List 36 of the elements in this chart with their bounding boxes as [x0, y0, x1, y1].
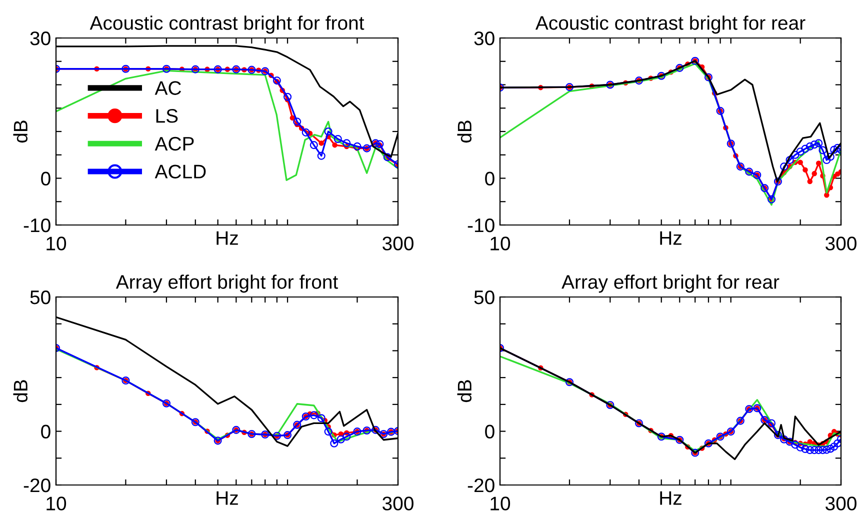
y-tick-label: 0 — [485, 172, 494, 186]
y-axis-title: dB — [457, 380, 472, 402]
y-tick-label: 0 — [41, 172, 50, 186]
y-tick-label: 50 — [474, 290, 494, 304]
legend-label: ACLD — [154, 164, 206, 178]
chart-title: Acoustic contrast bright for front — [90, 16, 364, 34]
x-tick-label: 300 — [826, 496, 856, 510]
chart-title: Acoustic contrast bright for rear — [535, 16, 806, 34]
y-tick-label: 0 — [485, 424, 494, 439]
x-axis-title: Hz — [660, 491, 682, 505]
chart-title: Array effort bright for rear — [562, 274, 780, 293]
x-axis-title: Hz — [660, 231, 682, 245]
y-tick-label: 50 — [30, 290, 50, 304]
x-axis-title: Hz — [216, 231, 238, 245]
legend-label: AC — [154, 81, 182, 95]
y-axis-title: dB — [13, 120, 28, 143]
x-tick-label: 10 — [46, 496, 66, 510]
legend-label: LS — [156, 109, 178, 123]
y-tick-label: -10 — [468, 218, 494, 232]
y-axis-title: dB — [457, 120, 472, 143]
y-tick-label: -10 — [24, 218, 50, 232]
x-tick-label: 300 — [826, 236, 856, 250]
chart-title: Array effort bright for front — [116, 274, 338, 293]
y-tick-label: -20 — [24, 478, 50, 492]
y-tick-label: 0 — [41, 424, 50, 439]
x-tick-label: 10 — [490, 496, 510, 510]
y-tick-label: -20 — [468, 478, 494, 492]
y-axis-title: dB — [13, 380, 28, 402]
x-axis-title: Hz — [216, 491, 238, 505]
x-tick-label: 300 — [382, 496, 414, 510]
x-tick-label: 10 — [46, 236, 66, 250]
x-tick-label: 10 — [490, 236, 510, 250]
legend-label: ACP — [154, 136, 194, 151]
y-tick-label: 30 — [30, 31, 50, 46]
x-tick-label: 300 — [382, 236, 414, 250]
y-tick-label: 30 — [474, 31, 494, 46]
